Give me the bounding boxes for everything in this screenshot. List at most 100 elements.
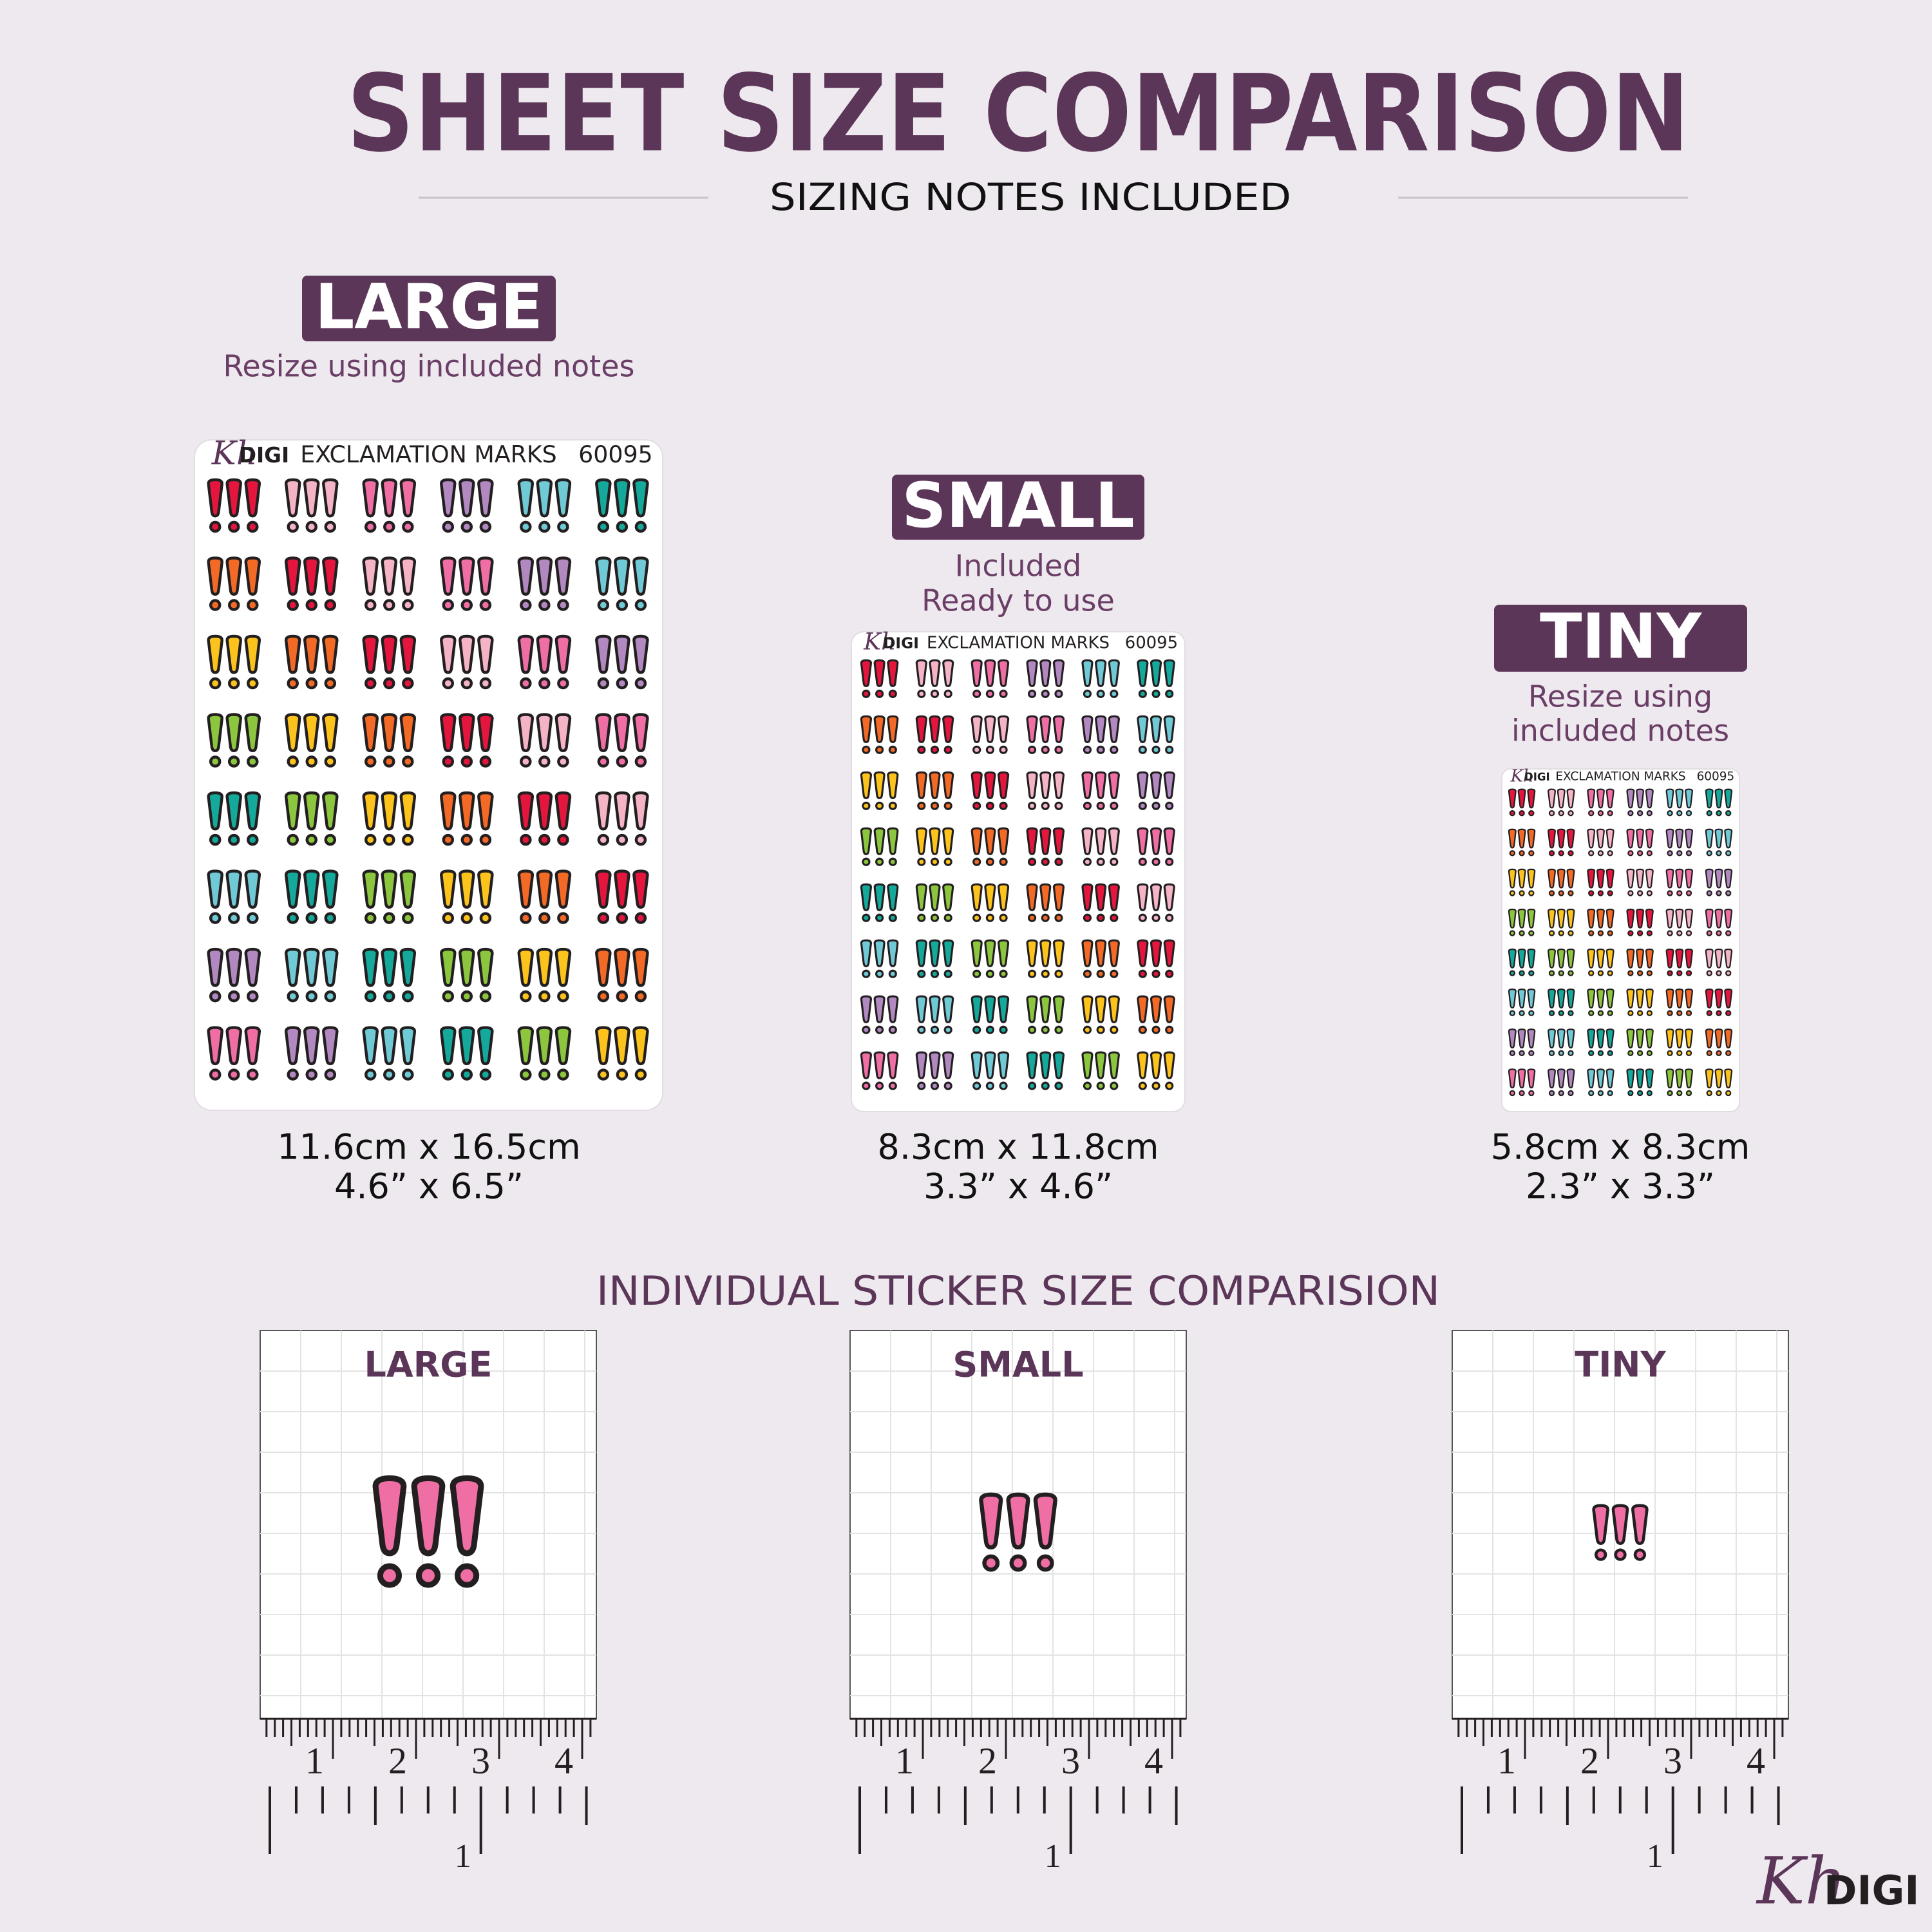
sticker	[1026, 883, 1065, 922]
sticker	[1026, 827, 1065, 866]
sticker	[915, 939, 954, 978]
sticker	[209, 636, 260, 688]
ruler-cm-label: 1	[305, 1739, 324, 1781]
sticker	[860, 827, 899, 866]
sticker	[1508, 788, 1536, 817]
size-note: Resize using	[1528, 679, 1712, 714]
sticker	[1626, 1068, 1654, 1097]
size-note: Included	[955, 549, 1082, 583]
sticker	[1508, 908, 1536, 936]
sticker	[1026, 659, 1065, 698]
title: SHEET SIZE COMPARISON	[347, 52, 1690, 175]
sticker	[364, 636, 415, 688]
sticker	[971, 883, 1010, 922]
sticker	[441, 793, 492, 844]
sticker	[1626, 948, 1654, 976]
sticker	[1626, 908, 1654, 936]
sticker	[1508, 1028, 1536, 1057]
sticker	[1081, 659, 1120, 698]
sticker	[441, 558, 492, 609]
sheet-dimensions-cm: 8.3cm x 11.8cm	[878, 1127, 1159, 1168]
sticker	[860, 1051, 899, 1090]
sticker	[596, 636, 647, 688]
size-badge	[892, 475, 1144, 540]
sheet-code: 60095	[1125, 633, 1178, 652]
sticker	[596, 793, 647, 844]
sheet-logo-text: DIGI	[239, 443, 289, 468]
sticker	[915, 827, 954, 866]
sticker	[1705, 1068, 1733, 1097]
sticker	[1081, 939, 1120, 978]
sheet-dimensions-in: 3.3” x 4.6”	[923, 1166, 1113, 1207]
sticker	[1081, 1051, 1120, 1090]
sticker	[1081, 771, 1120, 810]
sticker	[375, 1478, 481, 1585]
sheet-title: EXCLAMATION MARKS	[927, 633, 1110, 652]
sticker	[1705, 788, 1733, 817]
sticker	[1587, 989, 1615, 1016]
sticker	[1026, 939, 1065, 978]
sticker	[1548, 989, 1575, 1016]
ruler-inch-label: 1	[455, 1838, 471, 1875]
sticker	[209, 715, 260, 766]
sticker	[1587, 788, 1615, 817]
sticker	[519, 793, 570, 844]
sticker	[915, 995, 954, 1034]
ruler-cm-label: 1	[895, 1739, 914, 1781]
sticker	[364, 1028, 415, 1079]
sticker	[971, 715, 1010, 754]
sticker	[860, 883, 899, 922]
sheet-logo-script: Kh	[1510, 767, 1534, 786]
sticker	[1665, 908, 1693, 936]
sticker	[286, 636, 337, 688]
sticker	[1026, 715, 1065, 754]
sticker	[971, 1051, 1010, 1090]
sticker	[1626, 868, 1654, 896]
sticker	[915, 715, 954, 754]
sticker	[1137, 1051, 1175, 1090]
sticker	[286, 558, 337, 609]
sheet-title: EXCLAMATION MARKS	[300, 440, 556, 468]
sticker	[1548, 1028, 1575, 1057]
sticker	[209, 480, 260, 531]
sticker	[915, 771, 954, 810]
sticker	[860, 939, 899, 978]
sticker	[971, 827, 1010, 866]
sticker	[1665, 828, 1693, 857]
sticker	[286, 480, 337, 531]
sticker	[1548, 828, 1575, 857]
sheet-title: EXCLAMATION MARKS	[1555, 770, 1685, 784]
ruler-cm-label: 4	[1747, 1739, 1765, 1781]
size-badge-label: TINY	[1540, 600, 1703, 672]
sticker	[1705, 948, 1733, 976]
sticker	[286, 949, 337, 1001]
sticker	[1705, 868, 1733, 896]
sticker	[1508, 828, 1536, 857]
sheet-dimensions-in: 2.3” x 3.3”	[1526, 1166, 1715, 1207]
sticker	[1548, 788, 1575, 817]
sticker	[1548, 1068, 1575, 1097]
ruler-cm-label: 2	[978, 1739, 997, 1781]
sticker	[209, 949, 260, 1001]
sticker	[915, 659, 954, 698]
ruler-cm-label: 1	[1497, 1739, 1516, 1781]
sticker	[286, 715, 337, 766]
sheet-logo-script: Kh	[211, 435, 258, 473]
sticker	[364, 480, 415, 531]
sticker	[971, 995, 1010, 1034]
sticker	[441, 871, 492, 923]
sticker	[1587, 948, 1615, 976]
size-note: included notes	[1511, 714, 1729, 748]
panel-label: TINY	[1575, 1345, 1666, 1385]
sticker	[1081, 883, 1120, 922]
sticker	[441, 715, 492, 766]
ruler-cm-label: 3	[1663, 1739, 1682, 1781]
sticker	[364, 715, 415, 766]
sticker	[1665, 1028, 1693, 1057]
sticker	[1587, 868, 1615, 896]
sticker	[860, 715, 899, 754]
sticker	[1665, 948, 1693, 976]
sticker	[1137, 883, 1175, 922]
sticker	[596, 949, 647, 1001]
sticker	[1587, 1028, 1615, 1057]
